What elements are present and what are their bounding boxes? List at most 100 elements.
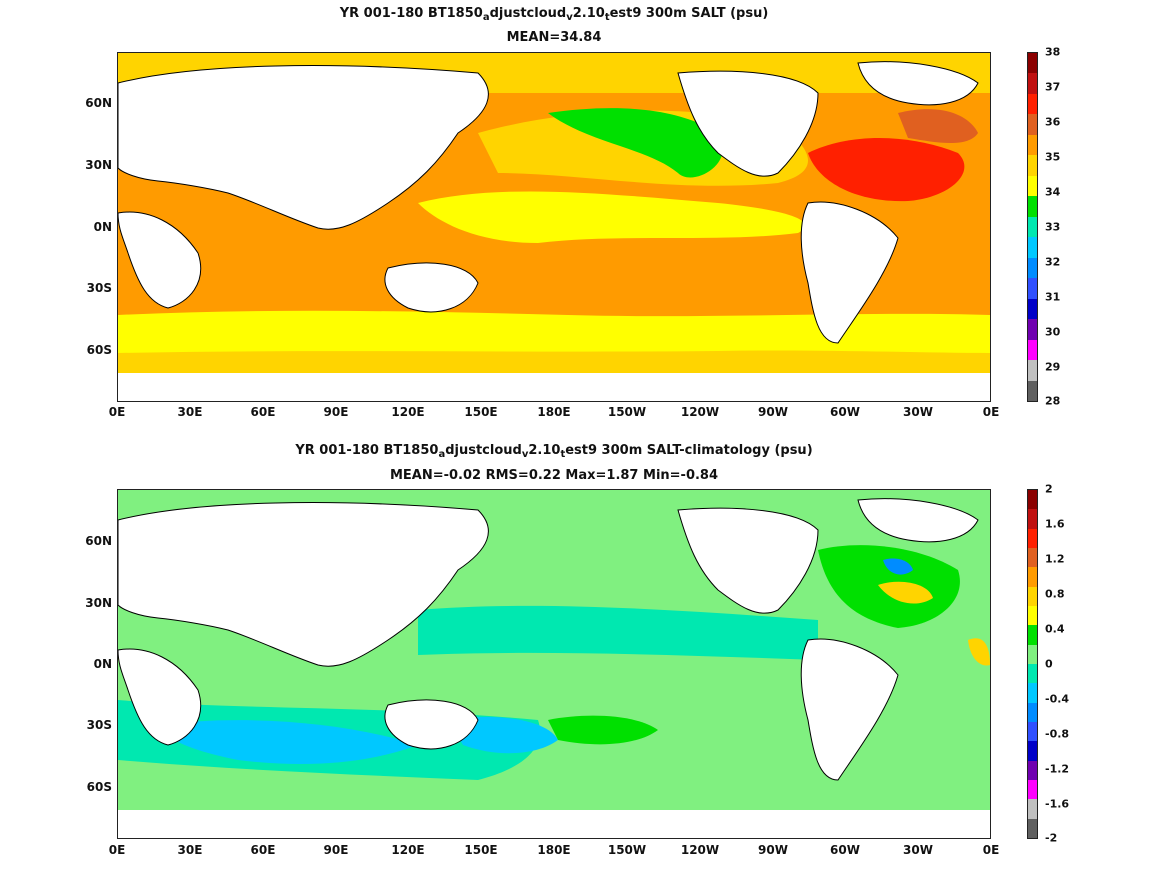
x-tick: 180E: [537, 405, 571, 419]
colorbar-label: 0.8: [1045, 587, 1065, 601]
colorbar-segment: [1028, 298, 1037, 320]
x-tick: 0E: [108, 843, 126, 857]
colorbar-segment: [1028, 114, 1037, 135]
x-tick: 90E: [323, 405, 349, 419]
panel2-subtitle: MEAN=-0.02 RMS=0.22 Max=1.87 Min=-0.84: [389, 468, 719, 483]
colorbar-segment: [1028, 53, 1037, 74]
colorbar-segment: [1028, 702, 1037, 722]
colorbar-segment: [1028, 134, 1037, 156]
colorbar-segment: [1028, 586, 1037, 606]
colorbar-label: 32: [1045, 255, 1061, 269]
y-tick: 30N: [85, 596, 112, 610]
x-tick: 0E: [108, 405, 126, 419]
x-tick: 60E: [250, 843, 276, 857]
x-tick: 60W: [830, 405, 860, 419]
colorbar-segment: [1028, 721, 1037, 742]
colorbar-segment: [1028, 567, 1037, 587]
x-tick: 60W: [830, 843, 860, 857]
colorbar-segment: [1028, 278, 1037, 299]
colorbar-segment: [1028, 319, 1037, 340]
colorbar-segment: [1028, 216, 1037, 238]
colorbar-label: 28: [1045, 394, 1061, 408]
x-tick: 30E: [177, 843, 203, 857]
colorbar-segment: [1028, 644, 1037, 664]
colorbar-label: 0: [1045, 657, 1053, 671]
y-tick: 30S: [86, 281, 112, 295]
x-tick: 30W: [903, 405, 933, 419]
y-tick: 60S: [86, 343, 112, 357]
colorbar-label: -2: [1045, 831, 1058, 845]
colorbar-label: 1.2: [1045, 552, 1065, 566]
colorbar-label: -1.2: [1045, 762, 1070, 776]
x-tick: 180E: [537, 843, 571, 857]
colorbar-label: 2: [1045, 482, 1053, 496]
x-tick: 120W: [680, 405, 720, 419]
colorbar-segment: [1028, 547, 1037, 568]
colorbar-segment: [1028, 625, 1037, 645]
y-tick: 60N: [85, 534, 112, 548]
colorbar-segment: [1028, 741, 1037, 761]
colorbar-label: -1.6: [1045, 797, 1070, 811]
colorbar-segment: [1028, 528, 1037, 548]
x-tick: 150E: [464, 405, 498, 419]
y-tick: 60S: [86, 780, 112, 794]
y-tick: 0N: [93, 220, 112, 234]
x-tick: 30W: [903, 843, 933, 857]
colorbar-segment: [1028, 155, 1037, 176]
colorbar-label: 37: [1045, 80, 1061, 94]
x-tick: 90W: [758, 405, 788, 419]
colorbar-segment: [1028, 360, 1037, 381]
colorbar-segment: [1028, 799, 1037, 819]
colorbar-segment: [1028, 779, 1037, 800]
colorbar-label: 36: [1045, 115, 1061, 129]
colorbar-segment: [1028, 237, 1037, 258]
x-tick: 90E: [323, 843, 349, 857]
colorbar-segment: [1028, 175, 1037, 197]
x-tick: 120E: [391, 405, 425, 419]
colorbar-label: 33: [1045, 220, 1061, 234]
colorbar-label: 30: [1045, 325, 1061, 339]
panel1-map: [117, 52, 991, 402]
x-tick: 120E: [391, 843, 425, 857]
panel2-colorbar: [1027, 489, 1038, 839]
colorbar-label: 0.4: [1045, 622, 1065, 636]
colorbar-segment: [1028, 818, 1037, 838]
x-tick: 120W: [680, 843, 720, 857]
colorbar-segment: [1028, 339, 1037, 361]
colorbar-label: 34: [1045, 185, 1061, 199]
x-tick: 150W: [607, 843, 647, 857]
x-tick: 30E: [177, 405, 203, 419]
colorbar-segment: [1028, 605, 1037, 626]
colorbar-segment: [1028, 760, 1037, 780]
colorbar-segment: [1028, 490, 1037, 510]
colorbar-label: 29: [1045, 360, 1061, 374]
panel1-title: YR 001-180 BT1850adjustcloudv2.10test9 3…: [339, 6, 769, 23]
colorbar-label: -0.8: [1045, 727, 1070, 741]
panel1-subtitle: MEAN=34.84: [506, 30, 602, 45]
x-tick: 60E: [250, 405, 276, 419]
colorbar-segment: [1028, 73, 1037, 94]
panel1-colorbar: [1027, 52, 1038, 402]
x-tick: 0E: [982, 405, 1000, 419]
colorbar-label: 1.6: [1045, 517, 1065, 531]
colorbar-label: 35: [1045, 150, 1061, 164]
colorbar-segment: [1028, 663, 1037, 684]
y-tick: 30S: [86, 718, 112, 732]
x-tick: 150E: [464, 843, 498, 857]
y-tick: 0N: [93, 657, 112, 671]
colorbar-segment: [1028, 196, 1037, 217]
x-tick: 0E: [982, 843, 1000, 857]
colorbar-segment: [1028, 257, 1037, 279]
colorbar-label: -0.4: [1045, 692, 1070, 706]
colorbar-segment: [1028, 509, 1037, 529]
panel2-map: [117, 489, 991, 839]
colorbar-segment: [1028, 380, 1037, 401]
colorbar-label: 31: [1045, 290, 1061, 304]
y-tick: 30N: [85, 158, 112, 172]
y-tick: 60N: [85, 96, 112, 110]
panel2-title: YR 001-180 BT1850adjustcloudv2.10test9 3…: [295, 443, 813, 460]
x-tick: 150W: [607, 405, 647, 419]
colorbar-segment: [1028, 93, 1037, 115]
colorbar-segment: [1028, 683, 1037, 703]
x-tick: 90W: [758, 843, 788, 857]
